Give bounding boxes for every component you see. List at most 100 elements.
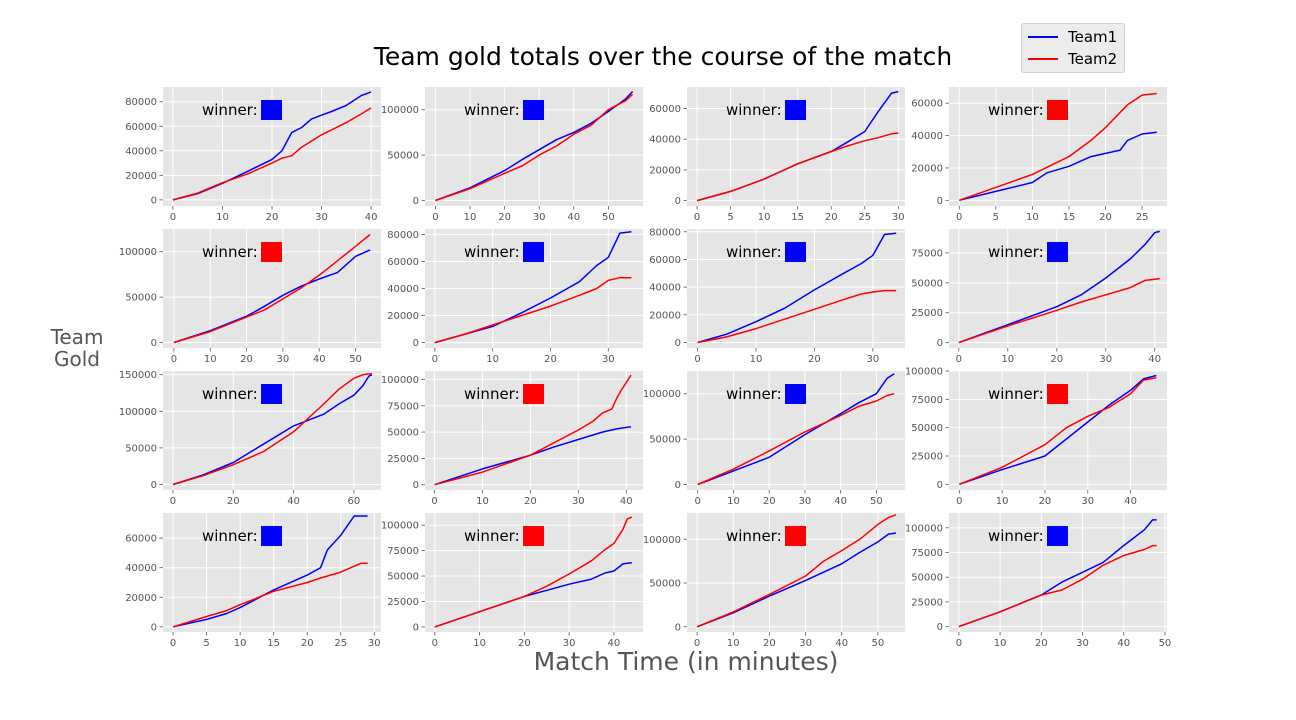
- y-tick-label: 0: [675, 622, 681, 633]
- winner-swatch: [785, 384, 806, 404]
- winner-label: winner:: [464, 243, 520, 261]
- x-tick-label: 20: [1039, 496, 1052, 507]
- winner-label: winner:: [726, 527, 782, 545]
- series-line-team2: [697, 392, 895, 486]
- winner-swatch: [523, 100, 544, 120]
- y-tick-label: 20000: [911, 163, 943, 174]
- x-tick-label: 40: [608, 638, 621, 649]
- y-tick-label: 0: [151, 622, 157, 633]
- x-tick-label: 0: [170, 638, 176, 649]
- y-axis-label-line: Team: [50, 325, 104, 349]
- x-tick-label: 40: [1124, 496, 1137, 507]
- y-tick-label: 0: [675, 338, 681, 349]
- series-line-team2: [696, 514, 897, 628]
- winner-label: winner:: [726, 101, 782, 119]
- series-line-team1: [697, 232, 897, 344]
- winner-label: winner:: [988, 527, 1044, 545]
- x-tick-label: 20: [301, 638, 314, 649]
- x-tick-label: 10: [758, 212, 771, 223]
- x-tick-label: 30: [1076, 638, 1089, 649]
- x-tick-label: 0: [694, 638, 700, 649]
- winner-label: winner:: [202, 527, 258, 545]
- winner-label: winner:: [202, 101, 258, 119]
- y-tick-label: 100000: [119, 407, 157, 418]
- y-tick-label: 0: [151, 480, 157, 491]
- x-tick-label: 40: [365, 212, 378, 223]
- x-tick-label: 30: [368, 638, 381, 649]
- x-tick-label: 40: [313, 354, 326, 365]
- y-tick-label: 0: [413, 622, 419, 633]
- y-tick-label: 40000: [387, 284, 419, 295]
- series-line-team2: [697, 289, 897, 344]
- x-tick-label: 0: [432, 354, 438, 365]
- legend-label: Team2: [1068, 50, 1118, 68]
- winner-label: winner:: [464, 385, 520, 403]
- y-tick-label: 60000: [387, 257, 419, 268]
- x-tick-label: 0: [956, 354, 962, 365]
- series-line-team1: [696, 532, 897, 628]
- x-tick-label: 0: [956, 212, 962, 223]
- winner-swatch: [261, 100, 282, 120]
- y-tick-label: 0: [675, 196, 681, 207]
- y-tick-label: 0: [675, 480, 681, 491]
- x-tick-label: 20: [266, 212, 279, 223]
- y-tick-label: 50000: [649, 435, 681, 446]
- series-line-team2: [958, 544, 1157, 628]
- x-tick-label: 10: [750, 354, 763, 365]
- winner-swatch: [785, 526, 806, 546]
- y-tick-label: 150000: [119, 370, 157, 381]
- x-tick-label: 30: [799, 638, 812, 649]
- y-tick-label: 0: [151, 195, 157, 206]
- y-tick-label: 40000: [649, 283, 681, 294]
- series-line-team1: [172, 515, 368, 628]
- y-tick-label: 80000: [125, 97, 157, 108]
- series-line-team2: [172, 107, 372, 201]
- x-tick-label: 40: [1148, 354, 1161, 365]
- series-line-team2: [696, 132, 899, 202]
- x-tick-label: 0: [956, 638, 962, 649]
- x-tick-label: 50: [870, 496, 883, 507]
- x-tick-label: 10: [996, 496, 1009, 507]
- series-line-team2: [958, 92, 1157, 202]
- y-tick-label: 75000: [911, 548, 943, 559]
- y-tick-label: 50000: [387, 572, 419, 583]
- x-tick-label: 10: [727, 496, 740, 507]
- x-tick-label: 5: [203, 638, 209, 649]
- series-line-team2: [172, 373, 372, 486]
- figure-title: Team gold totals over the course of the …: [373, 42, 953, 71]
- y-tick-label: 60000: [125, 534, 157, 545]
- x-tick-label: 30: [315, 212, 328, 223]
- y-tick-label: 50000: [649, 579, 681, 590]
- series-line-team1: [697, 373, 895, 486]
- x-tick-label: 50: [1159, 638, 1172, 649]
- x-tick-label: 10: [476, 496, 489, 507]
- x-tick-label: 5: [727, 212, 733, 223]
- y-tick-label: 20000: [387, 311, 419, 322]
- x-tick-label: 30: [602, 354, 615, 365]
- winner-swatch: [523, 526, 544, 546]
- y-axis-label-line: Gold: [54, 347, 100, 371]
- y-tick-label: 25000: [387, 454, 419, 465]
- x-tick-label: 25: [858, 212, 871, 223]
- y-tick-label: 25000: [387, 597, 419, 608]
- series-line-team2: [434, 374, 632, 486]
- y-tick-label: 0: [413, 196, 419, 207]
- y-tick-label: 50000: [125, 293, 157, 304]
- y-tick-label: 100000: [381, 105, 419, 116]
- winner-swatch: [523, 242, 544, 262]
- y-tick-label: 40000: [649, 135, 681, 146]
- series-line-team1: [434, 426, 632, 486]
- series-line-team2: [172, 562, 368, 628]
- x-tick-label: 20: [1050, 354, 1063, 365]
- x-tick-label: 30: [572, 496, 585, 507]
- x-tick-label: 30: [1099, 354, 1112, 365]
- y-tick-label: 60000: [649, 104, 681, 115]
- x-tick-label: 10: [1026, 212, 1039, 223]
- y-tick-label: 60000: [911, 99, 943, 110]
- x-tick-label: 20: [240, 354, 253, 365]
- x-tick-label: 20: [524, 496, 537, 507]
- y-tick-label: 100000: [381, 375, 419, 386]
- y-tick-label: 40000: [125, 563, 157, 574]
- y-tick-label: 25000: [911, 308, 943, 319]
